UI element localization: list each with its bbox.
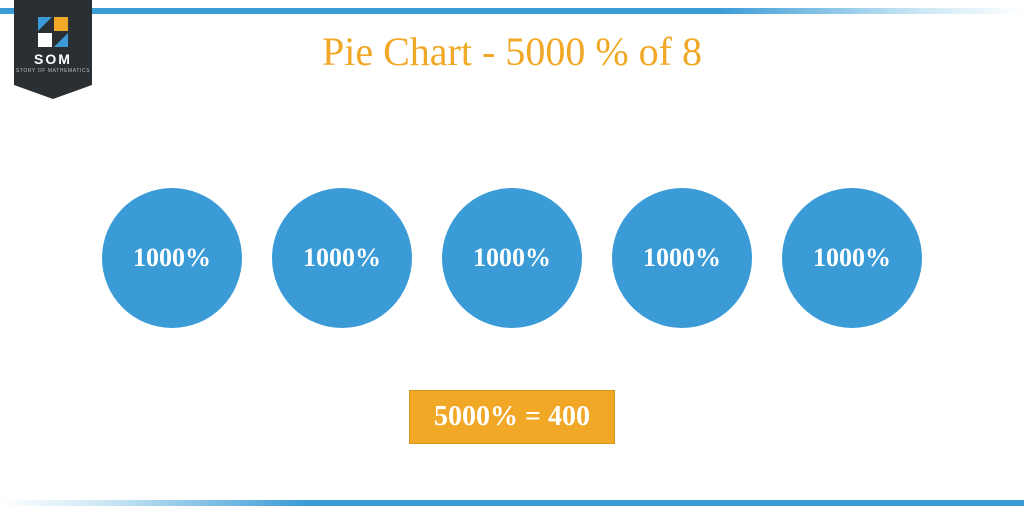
som-logo: SOM STORY OF MATHEMATICS bbox=[14, 0, 92, 85]
logo-subtext: STORY OF MATHEMATICS bbox=[16, 68, 90, 74]
pie-circle: 1000% bbox=[102, 188, 242, 328]
logo-icon bbox=[38, 17, 68, 47]
pie-circle: 1000% bbox=[442, 188, 582, 328]
result-box: 5000% = 400 bbox=[409, 390, 615, 444]
pie-circle: 1000% bbox=[612, 188, 752, 328]
pie-circle: 1000% bbox=[272, 188, 412, 328]
pie-row: 1000% 1000% 1000% 1000% 1000% bbox=[0, 188, 1024, 328]
page-title: Pie Chart - 5000 % of 8 bbox=[0, 28, 1024, 75]
pie-circle: 1000% bbox=[782, 188, 922, 328]
top-accent-bar bbox=[0, 8, 1024, 14]
bottom-accent-bar bbox=[0, 500, 1024, 506]
logo-text: SOM bbox=[34, 51, 72, 67]
